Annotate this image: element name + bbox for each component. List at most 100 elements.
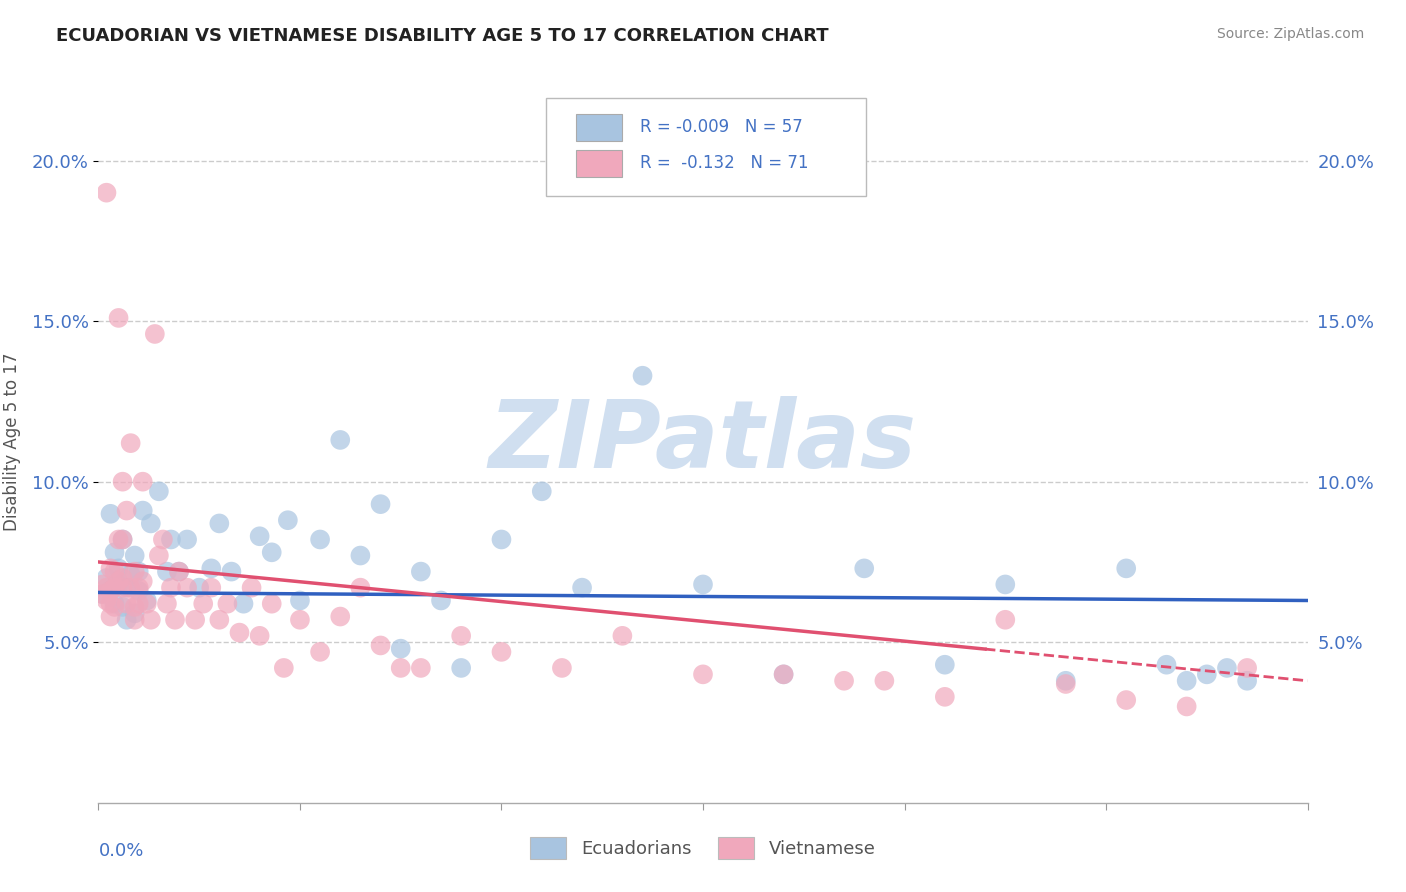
Point bbox=[128, 597, 150, 611]
Point bbox=[249, 529, 271, 543]
Point bbox=[167, 565, 190, 579]
Point bbox=[450, 661, 472, 675]
Point bbox=[329, 609, 352, 624]
Point bbox=[200, 581, 222, 595]
Point bbox=[148, 549, 170, 563]
Point bbox=[1216, 661, 1239, 675]
Point bbox=[176, 581, 198, 595]
Point bbox=[208, 613, 231, 627]
Point bbox=[156, 565, 179, 579]
Point bbox=[240, 581, 263, 595]
Point bbox=[571, 581, 593, 595]
Point bbox=[1115, 561, 1137, 575]
Point bbox=[128, 581, 150, 595]
Point bbox=[107, 533, 129, 547]
Point bbox=[103, 599, 125, 614]
Text: ZIPatlas: ZIPatlas bbox=[489, 395, 917, 488]
Point bbox=[530, 484, 553, 499]
Text: R = -0.009   N = 57: R = -0.009 N = 57 bbox=[640, 119, 803, 136]
Point bbox=[1175, 673, 1198, 688]
Point bbox=[91, 577, 114, 591]
Point bbox=[160, 581, 183, 595]
Point bbox=[994, 613, 1017, 627]
Point bbox=[111, 475, 134, 489]
Point bbox=[115, 613, 138, 627]
Point bbox=[103, 597, 125, 611]
Point bbox=[221, 565, 243, 579]
Point bbox=[200, 561, 222, 575]
Point bbox=[994, 577, 1017, 591]
Point bbox=[772, 667, 794, 681]
Point bbox=[96, 571, 118, 585]
Point bbox=[370, 639, 392, 653]
Point bbox=[167, 565, 190, 579]
Point bbox=[120, 567, 142, 582]
Point bbox=[111, 581, 134, 595]
Text: ECUADORIAN VS VIETNAMESE DISABILITY AGE 5 TO 17 CORRELATION CHART: ECUADORIAN VS VIETNAMESE DISABILITY AGE … bbox=[56, 27, 830, 45]
Text: R =  -0.132   N = 71: R = -0.132 N = 71 bbox=[640, 154, 808, 172]
Point bbox=[260, 545, 283, 559]
FancyBboxPatch shape bbox=[576, 150, 621, 178]
Point bbox=[409, 565, 432, 579]
Point bbox=[450, 629, 472, 643]
Point bbox=[107, 310, 129, 325]
Point bbox=[1236, 673, 1258, 688]
Point bbox=[111, 599, 134, 614]
Point bbox=[349, 581, 371, 595]
Text: 0.0%: 0.0% bbox=[98, 842, 143, 860]
Point bbox=[288, 593, 311, 607]
Point bbox=[124, 549, 146, 563]
Point bbox=[184, 613, 207, 627]
Point bbox=[309, 533, 332, 547]
Point bbox=[139, 613, 162, 627]
Point bbox=[1115, 693, 1137, 707]
Point bbox=[128, 583, 150, 598]
Point bbox=[111, 533, 134, 547]
Point bbox=[288, 613, 311, 627]
Point bbox=[96, 581, 118, 595]
Point bbox=[430, 593, 453, 607]
Point bbox=[389, 661, 412, 675]
Point bbox=[124, 565, 146, 579]
Point bbox=[1195, 667, 1218, 681]
Point bbox=[107, 577, 129, 591]
Point bbox=[124, 599, 146, 614]
Point bbox=[115, 503, 138, 517]
Point bbox=[232, 597, 254, 611]
FancyBboxPatch shape bbox=[576, 113, 621, 141]
Point bbox=[100, 609, 122, 624]
Point bbox=[135, 597, 157, 611]
Point bbox=[1054, 673, 1077, 688]
Point bbox=[163, 613, 186, 627]
Point bbox=[160, 533, 183, 547]
Point bbox=[217, 597, 239, 611]
Point bbox=[107, 561, 129, 575]
Point bbox=[260, 597, 283, 611]
Point bbox=[100, 597, 122, 611]
Point bbox=[132, 475, 155, 489]
Point bbox=[111, 571, 134, 585]
Text: Source: ZipAtlas.com: Source: ZipAtlas.com bbox=[1216, 27, 1364, 41]
Point bbox=[249, 629, 271, 643]
Point bbox=[96, 593, 118, 607]
Point bbox=[120, 581, 142, 595]
Point bbox=[772, 667, 794, 681]
Point bbox=[491, 645, 513, 659]
Point bbox=[193, 597, 215, 611]
Point bbox=[692, 667, 714, 681]
Point bbox=[551, 661, 574, 675]
FancyBboxPatch shape bbox=[546, 98, 866, 196]
Point bbox=[100, 583, 122, 598]
Point bbox=[132, 503, 155, 517]
Point bbox=[100, 561, 122, 575]
Point bbox=[853, 561, 876, 575]
Point bbox=[1175, 699, 1198, 714]
Point bbox=[1236, 661, 1258, 675]
Point bbox=[135, 593, 157, 607]
Point bbox=[934, 690, 956, 704]
Point bbox=[228, 625, 250, 640]
Point bbox=[115, 597, 138, 611]
Point bbox=[132, 574, 155, 589]
Point bbox=[124, 613, 146, 627]
Point bbox=[103, 545, 125, 559]
